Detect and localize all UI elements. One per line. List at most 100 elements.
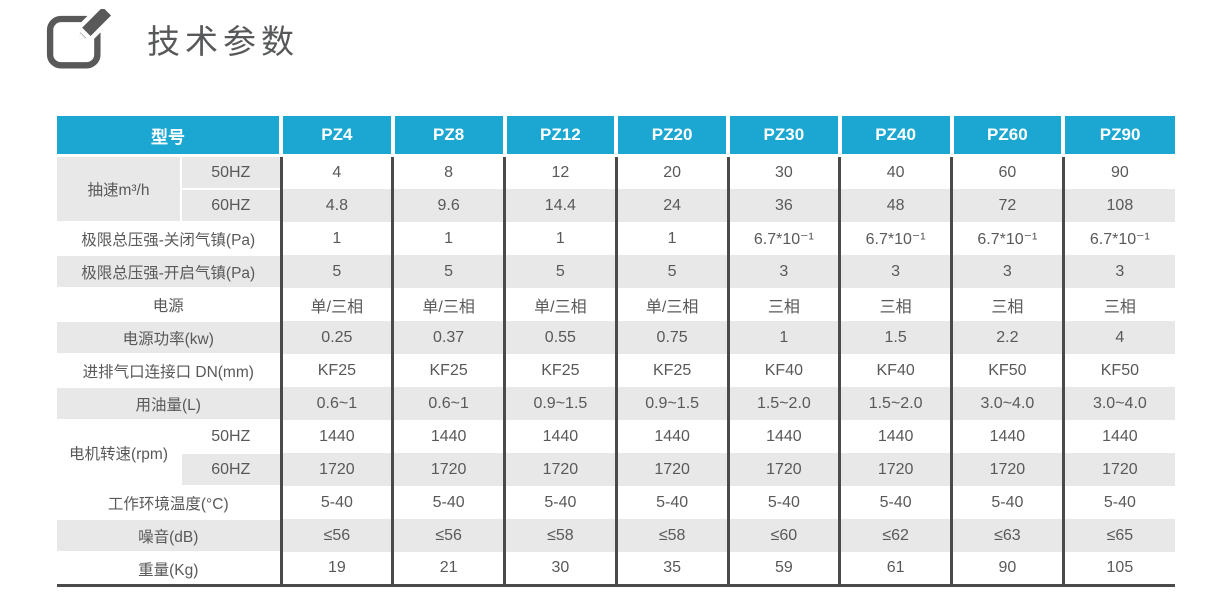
table-row: 电源 单/三相 单/三相 单/三相 单/三相 三相 三相 三相 三相 <box>57 287 1175 321</box>
spec-value-cell: 1720 <box>1061 453 1175 486</box>
table-corner-header: 型号 <box>57 116 281 157</box>
spec-value-cell: 0.6~1 <box>391 387 505 420</box>
spec-value-cell: 单/三相 <box>391 288 505 321</box>
table-row: 极限总压强-开启气镇(Pa) 5 5 5 5 3 3 3 3 <box>57 254 1175 288</box>
spec-value-cell: 35 <box>614 552 728 586</box>
spec-value-cell: 3 <box>838 255 952 288</box>
spec-value-cell: 30 <box>503 552 617 586</box>
spec-value-cell: 1720 <box>279 453 393 486</box>
spec-value-cell: 14.4 <box>503 189 617 222</box>
spec-value-cell: 61 <box>838 552 952 586</box>
spec-value-cell: 5-40 <box>503 486 617 519</box>
spec-value-cell: 3.0~4.0 <box>1061 387 1175 420</box>
spec-value-cell: ≤56 <box>279 519 393 552</box>
spec-value-cell: 0.55 <box>503 321 617 354</box>
spec-value-cell: 1.5 <box>838 321 952 354</box>
spec-value-cell: 1.5~2.0 <box>726 387 840 420</box>
table-row: 进排气口连接口 DN(mm) KF25 KF25 KF25 KF25 KF40 KF40 KF… <box>57 353 1175 387</box>
row-label: 噪音(dB) <box>57 518 281 552</box>
table-row: 60HZ 1720 1720 1720 1720 1720 1720 1720 1720 <box>57 452 1175 486</box>
model-column-header: PZ20 <box>614 116 728 157</box>
spec-value-cell: 72 <box>950 189 1064 222</box>
spec-value-cell: 6.7*10⁻¹ <box>1061 222 1175 255</box>
spec-value-cell: 6.7*10⁻¹ <box>950 222 1064 255</box>
page-title: 技术参数 <box>147 23 299 60</box>
spec-value-cell: 105 <box>1061 552 1175 586</box>
spec-value-cell: 3 <box>950 255 1064 288</box>
spec-value-cell: 1720 <box>391 453 505 486</box>
technical-parameters-table: 型号 PZ4 PZ8 PZ12 PZ20 PZ30 PZ40 PZ60 PZ90 抽速m³/h… <box>57 116 1175 587</box>
row-label: 重量(Kg) <box>57 551 281 586</box>
spec-value-cell: 19 <box>279 552 393 586</box>
spec-value-cell: 24 <box>614 189 728 222</box>
spec-value-cell: KF50 <box>950 354 1064 387</box>
spec-value-cell: 1 <box>614 222 728 255</box>
spec-value-cell: 3 <box>1061 255 1175 288</box>
spec-value-cell: 1720 <box>726 453 840 486</box>
spec-value-cell: 1440 <box>726 420 840 453</box>
spec-value-cell: 5-40 <box>614 486 728 519</box>
spec-value-cell: 1720 <box>503 453 617 486</box>
spec-value-cell: 5 <box>503 255 617 288</box>
model-column-header: PZ60 <box>949 116 1064 157</box>
spec-value-cell: 4 <box>1061 321 1175 354</box>
model-column-header: PZ40 <box>837 116 952 157</box>
spec-value-cell: 1 <box>391 222 505 255</box>
spec-value-cell: KF50 <box>1061 354 1175 387</box>
spec-value-cell: KF40 <box>726 354 840 387</box>
spec-value-cell: 4 <box>279 155 393 189</box>
spec-value-cell: 5 <box>279 255 393 288</box>
spec-value-cell: 40 <box>838 155 952 189</box>
spec-value-cell: 90 <box>950 552 1064 586</box>
spec-value-cell: KF25 <box>391 354 505 387</box>
row-label: 极限总压强-开启气镇(Pa) <box>57 254 281 288</box>
model-column-header: PZ30 <box>726 116 840 157</box>
model-column-header: PZ8 <box>390 116 505 157</box>
spec-value-cell: 20 <box>614 155 728 189</box>
row-frequency-sublabel: 60HZ <box>180 452 281 486</box>
row-label: 电源 <box>57 287 281 321</box>
model-column-header: PZ4 <box>279 116 393 157</box>
spec-value-cell: KF25 <box>614 354 728 387</box>
spec-value-cell: ≤63 <box>950 519 1064 552</box>
spec-value-cell: 1 <box>279 222 393 255</box>
spec-value-cell: 30 <box>726 155 840 189</box>
spec-value-cell: 108 <box>1061 189 1175 222</box>
spec-value-cell: 三相 <box>950 288 1064 321</box>
row-label: 电源功率(kw) <box>57 320 281 354</box>
spec-value-cell: 5-40 <box>950 486 1064 519</box>
spec-value-cell: 1720 <box>614 453 728 486</box>
spec-value-cell: 0.37 <box>391 321 505 354</box>
spec-value-cell: ≤56 <box>391 519 505 552</box>
spec-value-cell: 5 <box>614 255 728 288</box>
table-row: 电源功率(kw) 0.25 0.37 0.55 0.75 1 1.5 2.2 4 <box>57 320 1175 354</box>
table-row: 抽速m³/h 50HZ 4 8 12 20 30 40 60 90 <box>57 154 1175 222</box>
spec-value-cell: ≤58 <box>503 519 617 552</box>
spec-value-cell: 单/三相 <box>614 288 728 321</box>
spec-value-cell: ≤62 <box>838 519 952 552</box>
spec-value-cell: 60 <box>950 155 1064 189</box>
spec-value-cell: ≤60 <box>726 519 840 552</box>
spec-value-cell: 21 <box>391 552 505 586</box>
spec-value-cell: 90 <box>1061 155 1175 189</box>
spec-value-cell: 3 <box>726 255 840 288</box>
spec-value-cell: 0.9~1.5 <box>503 387 617 420</box>
row-frequency-sublabel: 50HZ <box>180 419 281 453</box>
spec-value-cell: 48 <box>838 189 952 222</box>
spec-value-cell: 1440 <box>391 420 505 453</box>
spec-value-cell: 1440 <box>279 420 393 453</box>
table-row: 工作环境温度(°C) 5-40 5-40 5-40 5-40 5-40 5-40 5-40 5-… <box>57 485 1175 519</box>
spec-value-cell: 单/三相 <box>503 288 617 321</box>
row-group-label: 电机转速(rpm) <box>57 419 181 486</box>
model-header-row: 型号 PZ4 PZ8 PZ12 PZ20 PZ30 PZ40 PZ60 PZ90 <box>57 116 1175 157</box>
row-label: 工作环境温度(°C) <box>57 485 281 519</box>
row-label: 极限总压强-关闭气镇(Pa) <box>57 221 281 255</box>
spec-value-cell: 1440 <box>503 420 617 453</box>
spec-value-cell: 0.6~1 <box>279 387 393 420</box>
spec-value-cell: 36 <box>726 189 840 222</box>
spec-value-cell: 1440 <box>1061 420 1175 453</box>
spec-value-cell: 2.2 <box>950 321 1064 354</box>
spec-value-cell: KF40 <box>838 354 952 387</box>
model-column-header: PZ90 <box>1061 116 1175 157</box>
spec-value-cell: KF25 <box>503 354 617 387</box>
